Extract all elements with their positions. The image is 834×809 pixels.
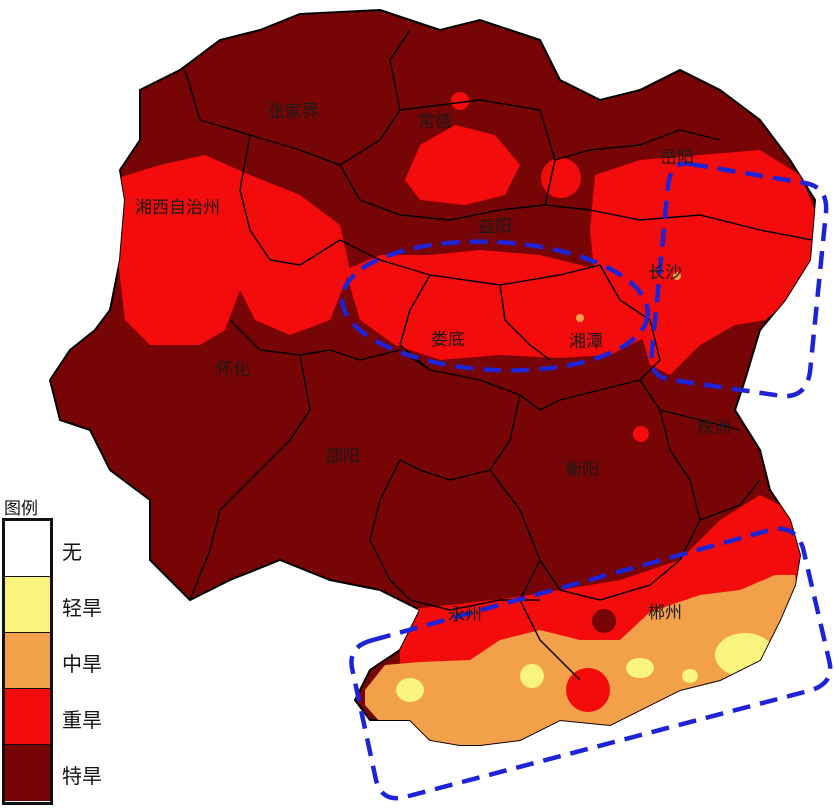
city-label-hengyang: 衡阳	[565, 460, 599, 480]
severe-drought-patch	[451, 92, 469, 110]
legend-swatch-moderate	[5, 633, 50, 689]
light-drought-patch	[626, 658, 654, 678]
city-label-zhangjiajie: 张家界	[268, 102, 319, 122]
highlight-box-east	[649, 161, 829, 399]
city-label-changsha: 长沙	[648, 263, 682, 283]
severe-drought-patch	[633, 426, 649, 442]
legend-swatch-extreme	[5, 745, 50, 801]
moderate-drought-zone-south	[365, 575, 800, 745]
moderate-drought-patch	[576, 314, 584, 322]
city-label-xiangtan: 湘潭	[569, 332, 603, 352]
light-drought-patch	[715, 633, 775, 677]
moderate-drought-patch	[673, 272, 681, 280]
legend-swatch-none	[5, 521, 50, 577]
city-label-yiyang: 益阳	[478, 217, 512, 237]
city-label-zhuzhou: 株洲	[697, 418, 731, 438]
legend-swatch-severe	[5, 689, 50, 745]
light-drought-patch	[396, 678, 424, 702]
light-drought-patch	[520, 664, 544, 688]
city-boundaries	[184, 29, 813, 681]
city-label-yongzhou: 永州	[448, 605, 482, 625]
city-label-shaoyang: 邵阳	[326, 447, 360, 467]
severe-drought-zone-changde	[405, 125, 520, 205]
light-drought-patch	[682, 669, 698, 683]
severe-drought-zone-west	[118, 155, 350, 345]
severe-drought-zone-center	[345, 250, 650, 360]
city-label-huaihua: 怀化	[216, 360, 250, 380]
extreme-drought-patch	[592, 609, 616, 633]
legend-swatches	[2, 518, 53, 805]
severe-drought-patch	[566, 668, 610, 712]
city-label-loudi: 娄底	[431, 330, 465, 350]
highlight-outlines	[339, 161, 833, 801]
severe-drought-patch	[541, 158, 581, 198]
legend-label-severe: 重旱	[62, 708, 102, 732]
legend-title: 图例	[4, 499, 38, 519]
legend-label-extreme: 特旱	[62, 764, 102, 788]
legend-label-light: 轻旱	[62, 596, 102, 620]
legend-label-none: 无	[62, 540, 82, 564]
city-label-changde: 常德	[418, 112, 452, 132]
highlight-box-south	[349, 526, 833, 801]
city-label-yueyang: 岳阳	[660, 148, 694, 168]
city-label-xiangxi: 湘西自治州	[135, 198, 220, 218]
legend-swatch-light	[5, 577, 50, 633]
legend-label-moderate: 中旱	[62, 652, 102, 676]
highlight-ellipse-central	[339, 239, 651, 373]
city-label-chenzhou: 郴州	[648, 603, 682, 623]
